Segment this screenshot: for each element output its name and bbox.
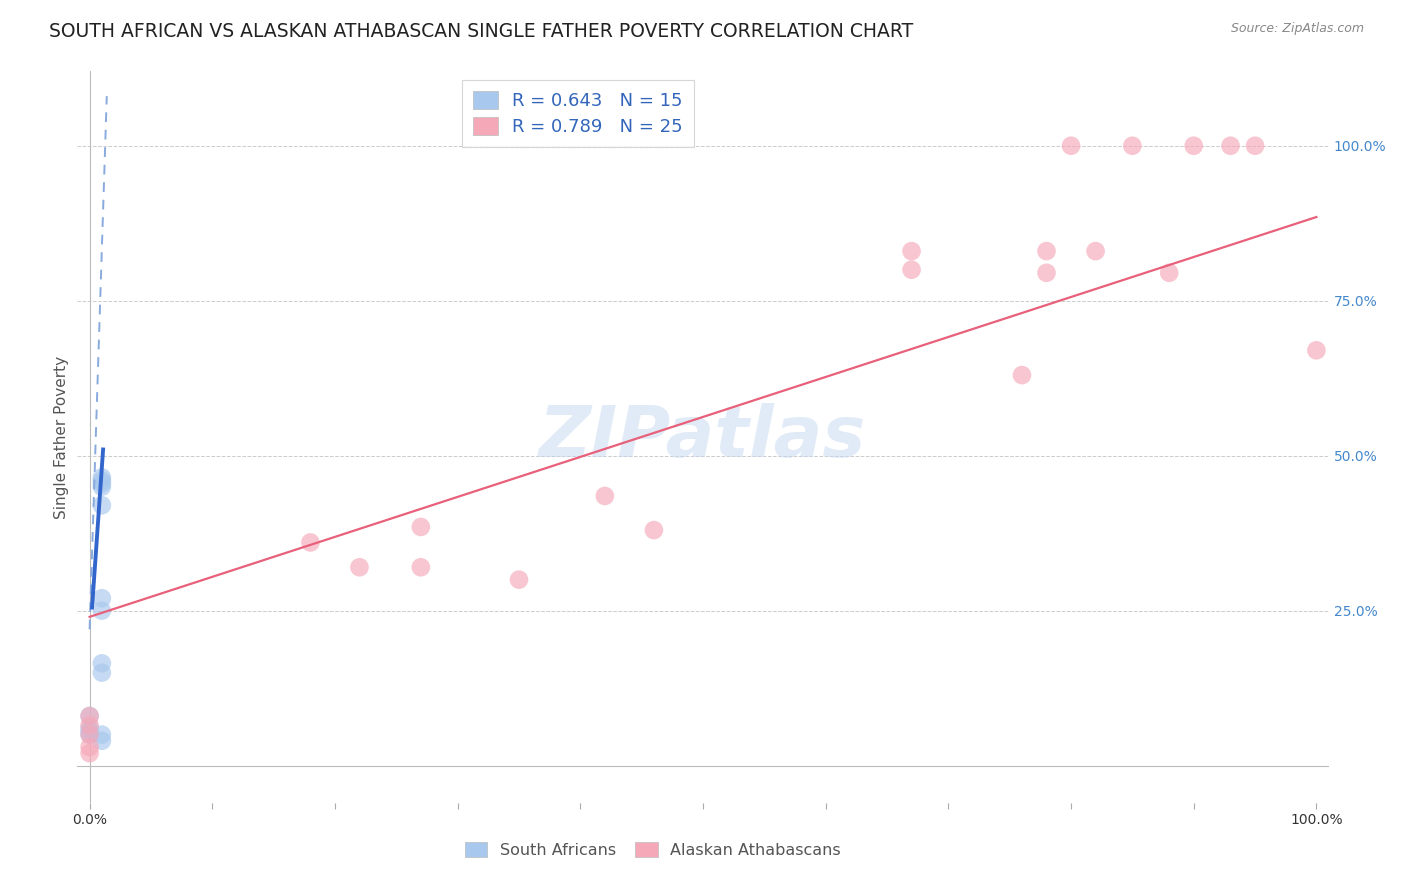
Point [79, 709, 101, 723]
Point [90, 734, 112, 748]
Point [1219, 138, 1241, 153]
Point [90, 604, 112, 618]
Y-axis label: Single Father Poverty: Single Father Poverty [53, 356, 69, 518]
Point [1035, 266, 1057, 280]
Point [1244, 138, 1267, 153]
Point [79, 709, 101, 723]
Point [90, 591, 112, 606]
Point [79, 746, 101, 760]
Point [1305, 343, 1327, 358]
Point [508, 573, 530, 587]
Point [409, 560, 432, 574]
Point [90, 476, 112, 491]
Point [90, 665, 112, 680]
Point [79, 722, 101, 736]
Point [1084, 244, 1107, 259]
Point [90, 498, 112, 512]
Point [1159, 266, 1181, 280]
Text: Source: ZipAtlas.com: Source: ZipAtlas.com [1230, 22, 1364, 36]
Point [900, 244, 922, 259]
Point [593, 489, 616, 503]
Point [90, 470, 112, 484]
Text: SOUTH AFRICAN VS ALASKAN ATHABASCAN SINGLE FATHER POVERTY CORRELATION CHART: SOUTH AFRICAN VS ALASKAN ATHABASCAN SING… [49, 22, 914, 41]
Point [79, 718, 101, 732]
Point [900, 262, 922, 277]
Point [1011, 368, 1033, 383]
Point [1182, 138, 1205, 153]
Point [299, 535, 322, 549]
Point [79, 728, 101, 742]
Point [1035, 244, 1057, 259]
Point [1121, 138, 1143, 153]
Legend: South Africans, Alaskan Athabascans: South Africans, Alaskan Athabascans [458, 836, 848, 864]
Point [90, 657, 112, 671]
Text: ZIPatlas: ZIPatlas [540, 402, 866, 472]
Point [90, 480, 112, 494]
Point [409, 520, 432, 534]
Point [1060, 138, 1083, 153]
Point [79, 728, 101, 742]
Point [643, 523, 665, 537]
Point [349, 560, 371, 574]
Point [90, 728, 112, 742]
Point [79, 739, 101, 754]
Point [79, 724, 101, 739]
Point [90, 474, 112, 488]
